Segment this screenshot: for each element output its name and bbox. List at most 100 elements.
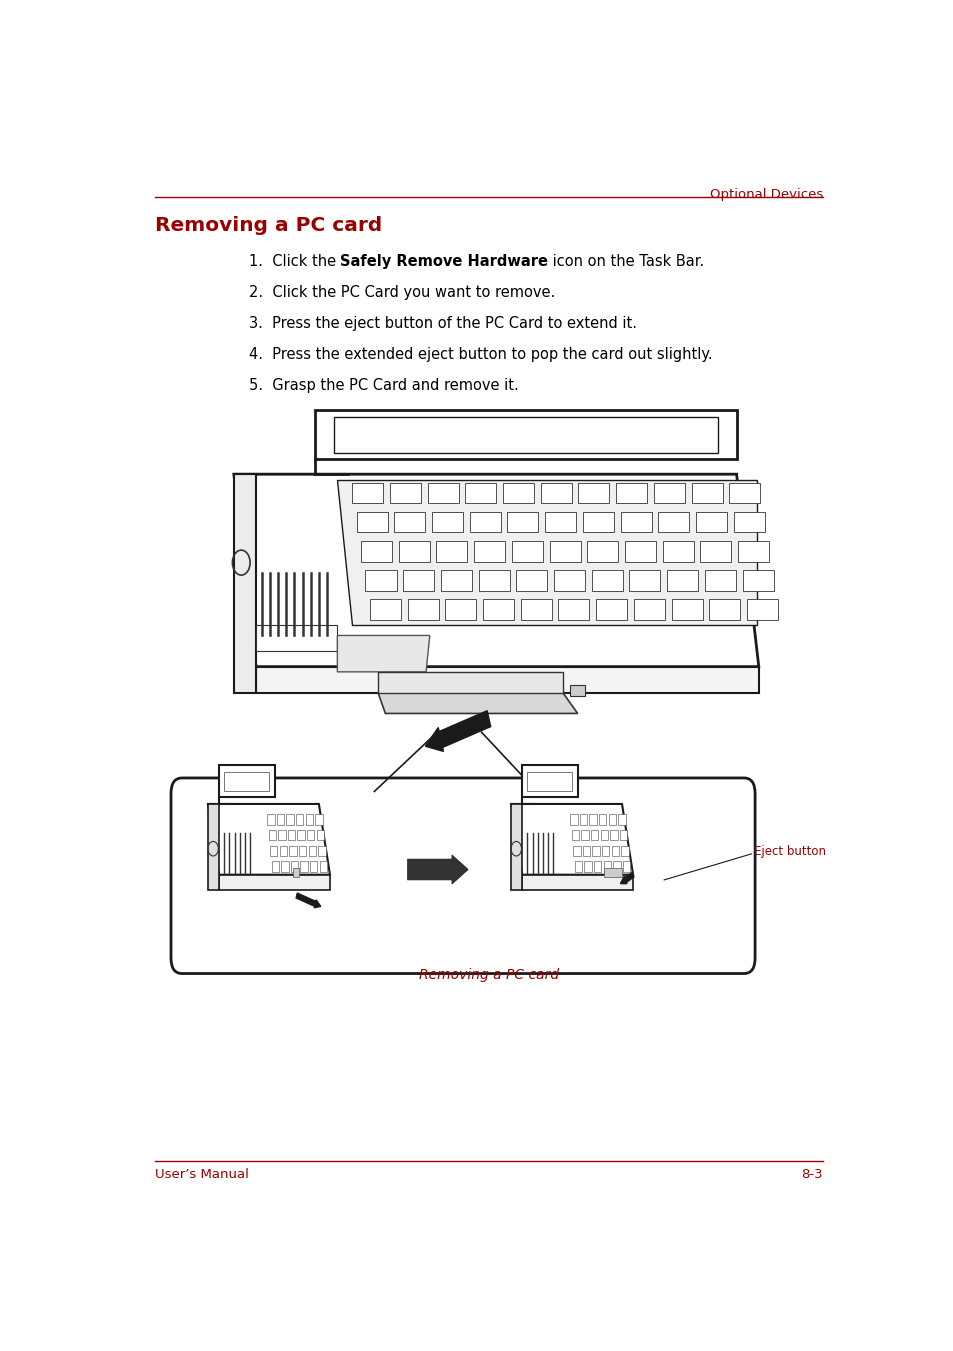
Polygon shape <box>440 570 472 590</box>
Text: 5.  Grasp the PC Card and remove it.: 5. Grasp the PC Card and remove it. <box>249 378 517 393</box>
Polygon shape <box>624 540 656 562</box>
Polygon shape <box>573 846 580 857</box>
Polygon shape <box>596 598 626 620</box>
Polygon shape <box>521 766 577 797</box>
Polygon shape <box>307 830 314 840</box>
Polygon shape <box>666 570 698 590</box>
Polygon shape <box>579 815 587 824</box>
Polygon shape <box>276 815 284 824</box>
Polygon shape <box>334 417 718 454</box>
Text: Eject button: Eject button <box>753 846 824 858</box>
Polygon shape <box>554 570 584 590</box>
Polygon shape <box>208 804 330 874</box>
Polygon shape <box>365 570 396 590</box>
Polygon shape <box>592 846 599 857</box>
Polygon shape <box>746 598 778 620</box>
Polygon shape <box>603 861 610 871</box>
Polygon shape <box>619 830 626 840</box>
Polygon shape <box>521 874 633 890</box>
Polygon shape <box>445 598 476 620</box>
Polygon shape <box>616 482 646 504</box>
Polygon shape <box>233 474 758 666</box>
Polygon shape <box>352 482 383 504</box>
Polygon shape <box>286 815 294 824</box>
Polygon shape <box>662 540 693 562</box>
Text: 3.  Press the eject button of the PC Card to extend it.: 3. Press the eject button of the PC Card… <box>249 316 636 331</box>
Polygon shape <box>653 482 684 504</box>
Polygon shape <box>574 861 581 871</box>
Polygon shape <box>629 570 659 590</box>
Polygon shape <box>308 846 315 857</box>
Polygon shape <box>738 540 768 562</box>
FancyArrow shape <box>407 855 468 884</box>
Text: Removing a PC card: Removing a PC card <box>154 216 381 235</box>
Polygon shape <box>317 846 325 857</box>
Polygon shape <box>587 540 618 562</box>
Polygon shape <box>633 598 664 620</box>
Polygon shape <box>598 815 606 824</box>
Polygon shape <box>700 540 731 562</box>
Polygon shape <box>527 771 572 792</box>
Polygon shape <box>704 570 735 590</box>
Polygon shape <box>390 482 420 504</box>
Polygon shape <box>403 570 434 590</box>
Polygon shape <box>432 512 462 532</box>
Polygon shape <box>582 512 613 532</box>
Polygon shape <box>255 626 337 651</box>
Polygon shape <box>549 540 580 562</box>
Polygon shape <box>591 570 622 590</box>
Text: 4.  Press the extended eject button to pop the card out slightly.: 4. Press the extended eject button to po… <box>249 347 712 362</box>
Polygon shape <box>219 874 330 890</box>
Polygon shape <box>620 846 628 857</box>
Polygon shape <box>407 598 438 620</box>
Polygon shape <box>691 482 721 504</box>
Text: 2.  Click the PC Card you want to remove.: 2. Click the PC Card you want to remove. <box>249 285 555 300</box>
Bar <box>603 869 621 877</box>
Polygon shape <box>370 598 400 620</box>
Polygon shape <box>288 830 294 840</box>
Polygon shape <box>610 830 617 840</box>
FancyBboxPatch shape <box>171 778 755 974</box>
Polygon shape <box>741 570 773 590</box>
Polygon shape <box>377 693 577 713</box>
Polygon shape <box>611 846 618 857</box>
Polygon shape <box>465 482 496 504</box>
Polygon shape <box>310 861 317 871</box>
Polygon shape <box>398 540 429 562</box>
Polygon shape <box>436 540 467 562</box>
Polygon shape <box>278 830 285 840</box>
Polygon shape <box>608 815 616 824</box>
Polygon shape <box>427 482 458 504</box>
Polygon shape <box>696 512 726 532</box>
Polygon shape <box>279 846 287 857</box>
Text: Removing a PC card: Removing a PC card <box>418 969 558 982</box>
Polygon shape <box>578 482 609 504</box>
Text: Optional Devices: Optional Devices <box>709 188 822 200</box>
Polygon shape <box>356 512 387 532</box>
Polygon shape <box>507 512 537 532</box>
Polygon shape <box>319 861 327 871</box>
Polygon shape <box>295 815 303 824</box>
FancyArrow shape <box>295 893 320 908</box>
Polygon shape <box>478 570 509 590</box>
Polygon shape <box>291 861 298 871</box>
Polygon shape <box>511 804 521 890</box>
Polygon shape <box>544 512 576 532</box>
Polygon shape <box>224 771 269 792</box>
Polygon shape <box>474 540 505 562</box>
Polygon shape <box>733 512 764 532</box>
Polygon shape <box>558 598 589 620</box>
Polygon shape <box>297 830 305 840</box>
Polygon shape <box>377 671 562 693</box>
Polygon shape <box>300 861 308 871</box>
Polygon shape <box>708 598 740 620</box>
Polygon shape <box>728 482 760 504</box>
Polygon shape <box>601 846 609 857</box>
Polygon shape <box>469 512 500 532</box>
Polygon shape <box>272 861 278 871</box>
Text: 1.  Click the: 1. Click the <box>249 254 340 269</box>
Polygon shape <box>360 540 392 562</box>
Polygon shape <box>594 861 600 871</box>
Polygon shape <box>316 830 324 840</box>
Polygon shape <box>590 830 598 840</box>
